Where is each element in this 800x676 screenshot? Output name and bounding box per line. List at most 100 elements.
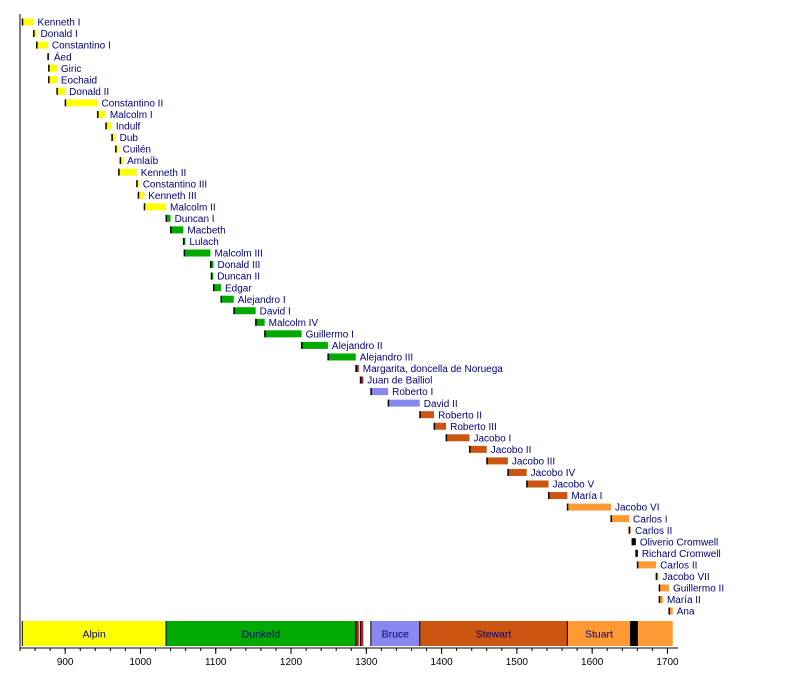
reign-label: David I [260, 306, 291, 317]
reign-label: Macbeth [187, 226, 225, 237]
dynasty-label: Alpin [82, 629, 106, 641]
reign-bar [469, 445, 487, 453]
reign-start-tick [118, 168, 120, 176]
reign-carlos-ii-47: Carlos II [636, 560, 697, 571]
reign-bar [632, 538, 636, 546]
dynasty-segment-norway-2 [355, 621, 359, 646]
reign-constantino-ii-7: Constantino II [64, 98, 164, 109]
reign-bar [120, 157, 124, 165]
reign-label: Jacobo V [553, 480, 595, 491]
reign-bar [170, 226, 184, 234]
reign-start-tick [255, 318, 257, 326]
reign-bar [637, 561, 657, 569]
reign-margarita-doncella-de-noruega-30: Margarita, doncella de Noruega [355, 364, 503, 375]
reign-bar [419, 411, 435, 419]
reign-start-tick [183, 249, 186, 257]
dynasty-label: Stewart [476, 629, 512, 641]
x-tick-label: 1500 [506, 657, 529, 668]
reign-bar [184, 249, 211, 257]
reign-edgar-23: Edgar [212, 283, 252, 294]
reign-duncan-i-17: Duncan I [165, 214, 215, 225]
dynasty-segment-fill [370, 621, 420, 646]
x-axis: 900 1000 1100 1200 1300 1400 1500 1600 1700 [19, 14, 679, 668]
x-tick-label: 1200 [280, 657, 303, 668]
reign-start-tick [47, 53, 49, 61]
reign-bar [446, 434, 470, 442]
reign-jacobo-ii-37: Jacobo II [468, 445, 532, 456]
reign-label: Alejandro I [238, 295, 286, 306]
reign-malcolm-iv-26: Malcolm IV [255, 318, 318, 329]
reign-start-tick [631, 538, 634, 546]
x-tick-label: 1400 [430, 657, 453, 668]
reign-label: Constantino II [102, 98, 164, 109]
reign-start-tick [370, 388, 372, 396]
reign-carlos-i-43: Carlos I [610, 514, 668, 525]
reign-aed-3: Áed [47, 50, 72, 63]
reign-jacobo-i-36: Jacobo I [445, 433, 511, 444]
reign-duncan-ii-22: Duncan II [210, 272, 260, 283]
reign-start-tick [419, 411, 421, 419]
reign-start-tick [56, 87, 58, 95]
reign-cuilen-11: Cuilén [115, 145, 151, 156]
reign-donald-i-1: Donald I [33, 29, 78, 40]
reign-label: Giric [61, 64, 82, 75]
reign-jacobo-iv-39: Jacobo IV [507, 468, 575, 479]
reign-start-tick [668, 607, 670, 615]
x-tick-label: 1700 [656, 657, 679, 668]
reign-label: Oliverio Cromwell [640, 537, 718, 548]
reign-macbeth-18: Macbeth [170, 226, 226, 237]
reign-bar [327, 353, 356, 361]
reign-bar [221, 295, 234, 303]
reign-donald-ii-6: Donald II [56, 87, 109, 98]
reign-label: Jacobo VII [662, 572, 709, 583]
x-tick-label: 900 [57, 657, 74, 668]
dynasty-segment-balliol-3 [359, 621, 364, 646]
reign-bar [370, 388, 389, 396]
dynasty-band: Alpin Dunkeld Bruce Stewart Stuart [21, 621, 673, 646]
reign-start-tick [64, 99, 67, 107]
reign-bar [118, 168, 137, 176]
reign-start-tick [220, 295, 223, 303]
reign-guillermo-ii-49: Guillermo II [658, 584, 724, 595]
reign-start-tick [655, 572, 658, 580]
dynasty-segment-stuart-6: Stuart [566, 621, 631, 646]
reign-david-i-25: David I [233, 306, 291, 317]
reign-jacobo-vi-42: Jacobo VI [566, 503, 659, 514]
reign-start-tick [21, 18, 24, 26]
reign-alejandro-iii-29: Alejandro III [327, 353, 413, 364]
reign-roberto-i-32: Roberto I [370, 387, 433, 398]
reign-bar [22, 18, 34, 26]
reign-bar [611, 515, 630, 523]
reign-bar [56, 87, 66, 95]
reign-label: Donald III [217, 260, 260, 271]
reign-start-tick [33, 30, 35, 38]
reign-label: Malcolm III [214, 249, 262, 260]
dynasty-segment-stewart-5: Stewart [419, 621, 568, 646]
reign-label: Duncan II [217, 272, 260, 283]
reign-alejandro-ii-28: Alejandro II [301, 341, 383, 352]
reign-start-tick [209, 261, 212, 269]
reign-start-tick [445, 434, 448, 442]
reign-bar [111, 134, 116, 141]
reign-label: Roberto I [392, 387, 433, 398]
reign-bar [255, 318, 265, 326]
reign-kenneth-i-0: Kenneth I [21, 18, 80, 29]
reign-label: Jacobo II [491, 445, 532, 456]
reign-label: Alejandro II [332, 341, 383, 352]
reign-label: Richard Cromwell [642, 549, 721, 560]
dynasty-label: Bruce [382, 629, 410, 641]
reign-oliverio-cromwell-45: Oliverio Cromwell [631, 537, 718, 548]
reign-roberto-ii-34: Roberto II [419, 410, 482, 421]
reign-richard-cromwell-46: Richard Cromwell [635, 549, 721, 560]
reign-dub-10: Dub [111, 133, 138, 144]
reign-juan-de-balliol-31: Juan de Balliol [359, 376, 432, 387]
reign-bar [668, 607, 673, 615]
reign-indulf-9: Indulf [105, 122, 141, 133]
x-tick-label: 1300 [355, 657, 378, 668]
dynasty-segment-fill [567, 621, 631, 646]
reign-bar [65, 99, 98, 107]
x-tick-label: 1100 [205, 657, 227, 668]
reign-label: Jacobo III [512, 457, 555, 468]
reign-start-tick [210, 272, 213, 280]
reign-label: Roberto II [438, 410, 482, 421]
